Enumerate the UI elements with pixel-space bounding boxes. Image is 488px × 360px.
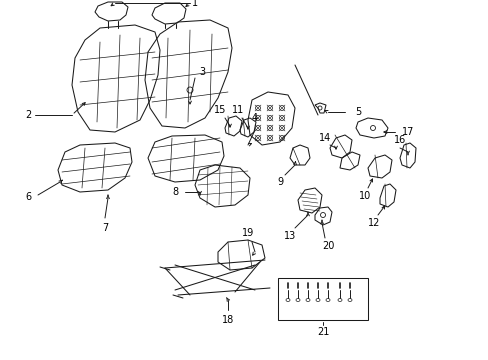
Text: 4: 4 (251, 113, 258, 123)
Text: 15: 15 (213, 105, 226, 115)
Text: 16: 16 (393, 135, 406, 145)
Text: 7: 7 (102, 223, 108, 233)
Text: 21: 21 (316, 327, 328, 337)
Text: 8: 8 (172, 187, 178, 197)
Text: 5: 5 (354, 107, 360, 117)
Text: 14: 14 (318, 133, 330, 143)
Text: 9: 9 (276, 177, 283, 187)
Text: 10: 10 (358, 191, 370, 201)
Text: 20: 20 (321, 241, 333, 251)
Text: 13: 13 (284, 231, 296, 241)
Text: 18: 18 (222, 315, 234, 325)
Text: 6: 6 (25, 192, 31, 202)
Text: 3: 3 (199, 67, 204, 77)
Text: 11: 11 (231, 105, 244, 115)
Text: 19: 19 (242, 228, 254, 238)
Text: 2: 2 (25, 110, 31, 120)
Text: 12: 12 (367, 218, 379, 228)
Text: 1: 1 (192, 0, 198, 8)
Text: 17: 17 (401, 127, 413, 137)
